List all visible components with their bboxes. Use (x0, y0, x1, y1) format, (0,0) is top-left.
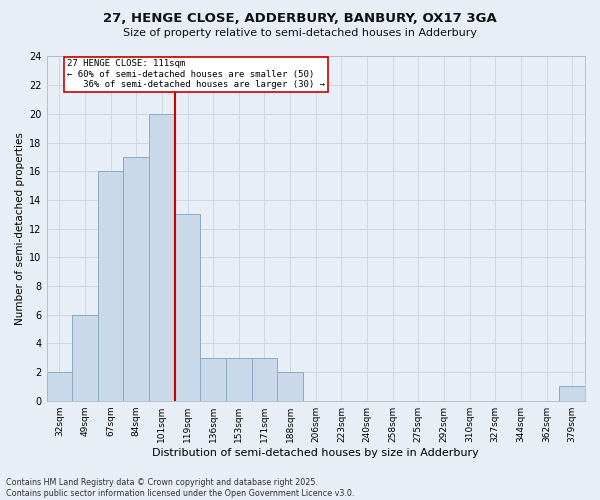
Text: Size of property relative to semi-detached houses in Adderbury: Size of property relative to semi-detach… (123, 28, 477, 38)
Bar (200, 358, 226, 401)
Y-axis label: Number of semi-detached properties: Number of semi-detached properties (15, 132, 25, 325)
Text: 27, HENGE CLOSE, ADDERBURY, BANBURY, OX17 3GA: 27, HENGE CLOSE, ADDERBURY, BANBURY, OX1… (103, 12, 497, 26)
Bar (124, 157, 149, 400)
Bar (98, 171, 124, 400)
Text: 27 HENGE CLOSE: 111sqm
← 60% of semi-detached houses are smaller (50)
   36% of : 27 HENGE CLOSE: 111sqm ← 60% of semi-det… (67, 60, 325, 89)
Text: Contains HM Land Registry data © Crown copyright and database right 2025.
Contai: Contains HM Land Registry data © Crown c… (6, 478, 355, 498)
X-axis label: Distribution of semi-detached houses by size in Adderbury: Distribution of semi-detached houses by … (152, 448, 479, 458)
Bar (277, 372, 303, 400)
Bar (226, 358, 251, 401)
Bar (175, 214, 200, 400)
Bar (559, 386, 585, 400)
Bar (72, 314, 98, 400)
Bar (149, 114, 175, 401)
Bar (251, 358, 277, 401)
Bar (47, 372, 72, 400)
